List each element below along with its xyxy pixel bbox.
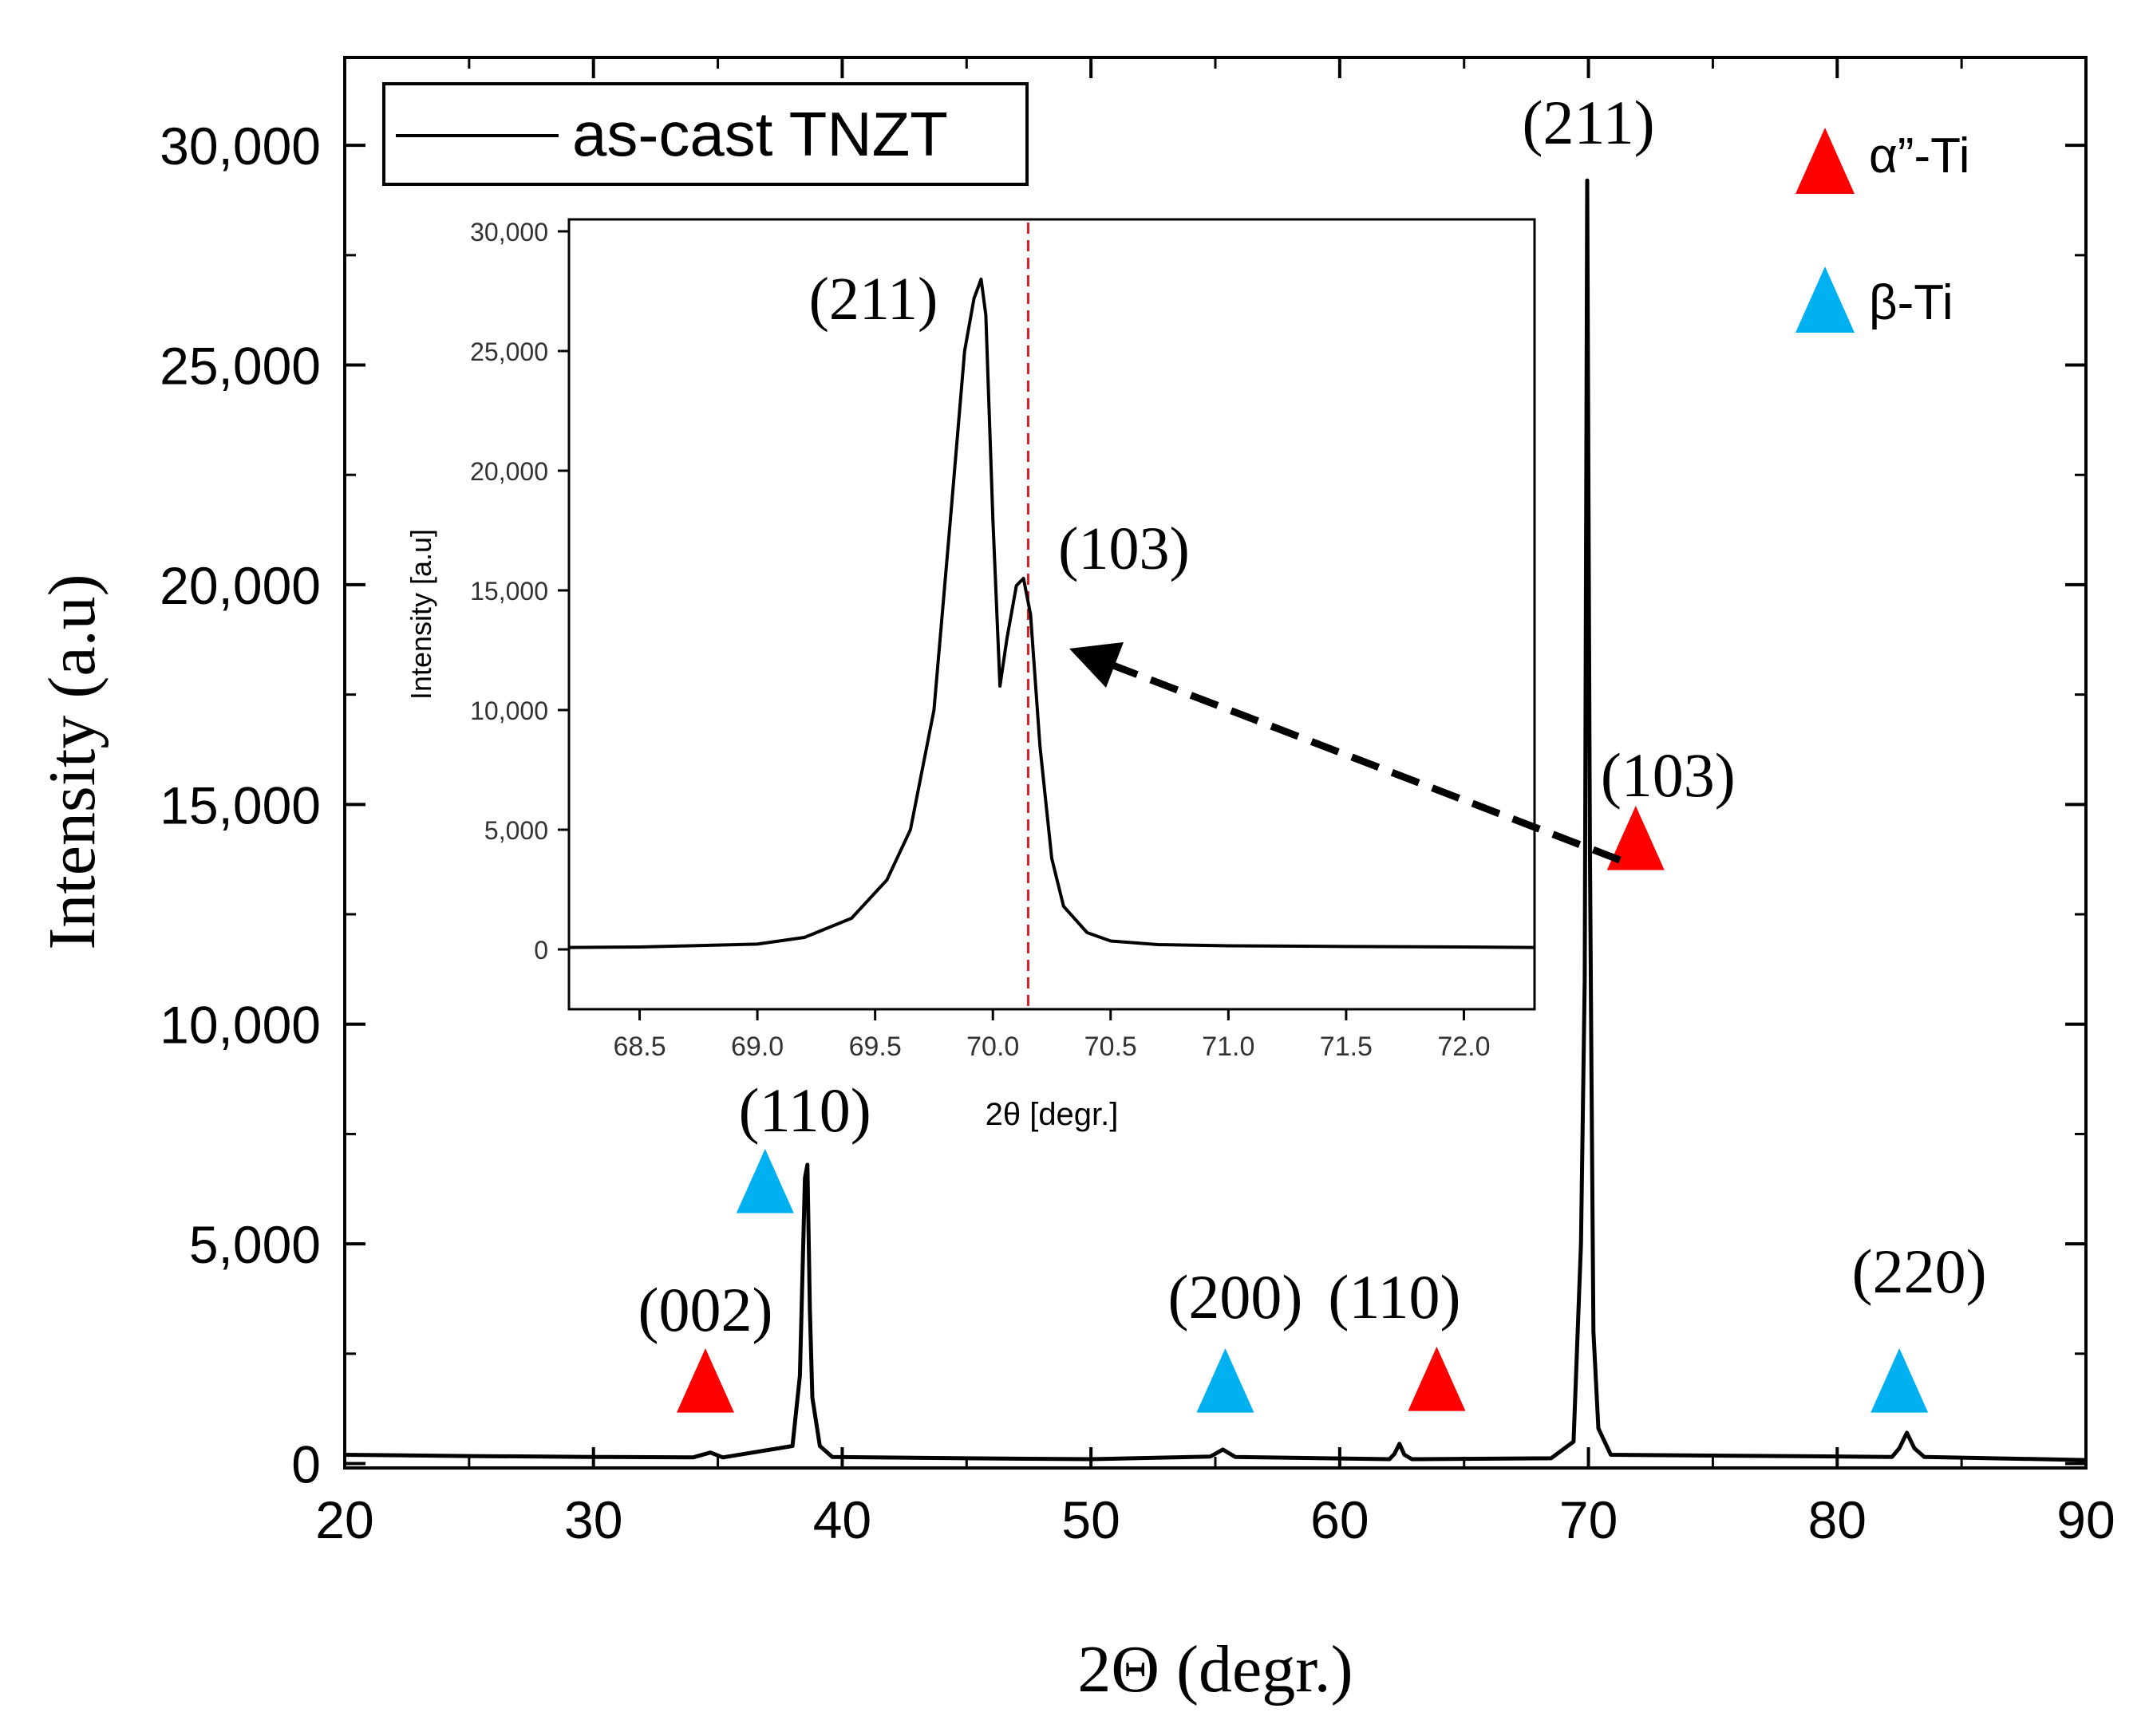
main-series-line (344, 178, 2087, 1462)
inset-x-tick-label: 69.0 (731, 1032, 784, 1062)
alpha-ti-peak-marker-icon (1606, 806, 1665, 870)
beta-ti-peak-marker-icon (1196, 1348, 1254, 1413)
inset-peak-labels: (211) (103) (809, 266, 1190, 582)
main-peak-label: (110) (1328, 1262, 1460, 1332)
inset-x-axis-title: 2θ [degr.] (986, 1097, 1119, 1132)
inset-y-tick-label: 25,000 (470, 337, 548, 366)
inset-y-tick-label: 30,000 (470, 218, 548, 247)
main-y-tick-label: 30,000 (160, 116, 321, 176)
inset-y-tick-label: 15,000 (470, 577, 548, 606)
legend-label: as-cast TNZT (572, 99, 948, 169)
inset-x-tick-label: 71.0 (1202, 1032, 1254, 1062)
main-x-tick-label: 50 (1061, 1490, 1120, 1549)
inset-plot-frame (567, 218, 1536, 1011)
main-peak-label: (002) (638, 1275, 773, 1344)
main-y-tick-label: 5,000 (189, 1215, 321, 1274)
main-peak-label: (110) (739, 1075, 871, 1145)
main-y-axis-title: Intensity (a.u) (35, 574, 109, 949)
beta-ti-label: β-Ti (1869, 275, 1953, 330)
zoom-arrow (1069, 642, 1622, 864)
main-y-tick-label: 10,000 (160, 996, 321, 1055)
alpha-ti-marker-icon (1795, 128, 1855, 194)
inset-plot: 68.5 69.0 69.5 70.0 70.5 71.0 71.5 72.0 0 5,000 10… (405, 218, 1536, 1132)
inset-x-tick-label: 68.5 (613, 1032, 666, 1062)
beta-ti-marker-icon (1795, 266, 1855, 333)
inset-peak-label: (211) (809, 266, 938, 333)
inset-y-axis-title: Intensity [a.u] (405, 529, 437, 700)
main-x-tick-label: 90 (2056, 1490, 2115, 1549)
alpha-ti-peak-marker-icon (676, 1348, 734, 1413)
main-ticks: 20 30 40 50 60 70 80 90 0 5,000 10,000 15,000 20,000… (160, 57, 2115, 1549)
inset-x-tick-label: 70.5 (1084, 1032, 1137, 1062)
zoom-arrow-line (1112, 661, 1622, 864)
legend: as-cast TNZT (382, 82, 1029, 186)
inset-x-tick-label: 69.5 (849, 1032, 902, 1062)
inset-y-tick-label: 0 (534, 936, 548, 965)
main-x-tick-label: 80 (1808, 1490, 1867, 1549)
main-peak-label: (211) (1523, 88, 1655, 157)
inset-series-line (568, 278, 1535, 949)
inset-y-tick-label: 10,000 (470, 696, 548, 725)
arrow-head-icon (1069, 642, 1124, 688)
main-peak-label: (103) (1601, 740, 1736, 810)
beta-ti-peak-marker-icon (736, 1149, 794, 1213)
alpha-ti-label: α”-Ti (1869, 128, 1969, 183)
inset-y-tick-label: 20,000 (470, 457, 548, 486)
main-peak-labels: (002) (110) (200) (110) (211) (103) (220) (638, 88, 1987, 1413)
main-x-tick-label: 20 (315, 1490, 373, 1549)
beta-ti-peak-marker-icon (1870, 1348, 1929, 1413)
phase-key: α”-Ti β-Ti (1795, 128, 1969, 333)
main-y-tick-label: 25,000 (160, 337, 321, 396)
main-peak-label: (200) (1167, 1262, 1302, 1332)
alpha-ti-peak-marker-icon (1408, 1347, 1466, 1411)
inset-ticks: 68.5 69.0 69.5 70.0 70.5 71.0 71.5 72.0 0 5,000 10… (470, 218, 1490, 1062)
main-peak-label: (220) (1852, 1237, 1987, 1306)
main-x-axis-title: 2Θ (degr.) (1077, 1632, 1353, 1706)
main-x-tick-label: 30 (564, 1490, 622, 1549)
main-y-tick-label: 15,000 (160, 775, 321, 834)
main-y-tick-label: 0 (291, 1434, 321, 1493)
inset-x-tick-label: 70.0 (966, 1032, 1019, 1062)
inset-x-tick-label: 72.0 (1437, 1032, 1490, 1062)
main-plot: 20 30 40 50 60 70 80 90 0 5,000 10,000 15,000 20,000… (35, 56, 2115, 1706)
main-x-tick-label: 40 (813, 1490, 871, 1549)
inset-x-tick-label: 71.5 (1320, 1032, 1373, 1062)
inset-peak-label: (103) (1058, 515, 1190, 582)
inset-y-tick-label: 5,000 (484, 816, 548, 845)
main-x-tick-label: 60 (1310, 1490, 1369, 1549)
main-x-tick-label: 70 (1559, 1490, 1618, 1549)
main-y-tick-label: 20,000 (160, 556, 321, 615)
